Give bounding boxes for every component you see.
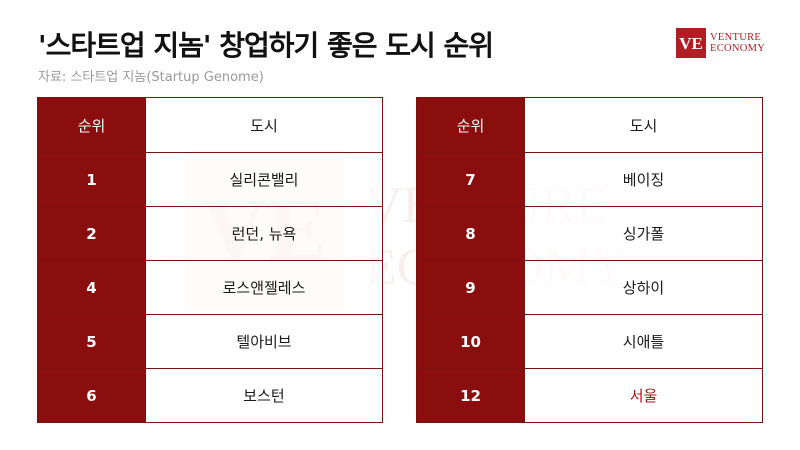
rank-cell: 5 bbox=[37, 314, 146, 369]
city-cell: 보스턴 bbox=[145, 368, 383, 423]
table-header-row: 순위 도시 bbox=[416, 97, 763, 153]
table-row: 4 로스앤젤레스 bbox=[37, 260, 383, 315]
table-row: 5 텔아비브 bbox=[37, 314, 383, 369]
city-column-header: 도시 bbox=[145, 97, 383, 153]
table-row: 7 베이징 bbox=[416, 152, 763, 207]
rank-cell: 12 bbox=[416, 368, 525, 423]
city-cell: 텔아비브 bbox=[145, 314, 383, 369]
table-row: 10 시애틀 bbox=[416, 314, 763, 369]
table-row: 12 서울 bbox=[416, 368, 763, 423]
rank-cell: 9 bbox=[416, 260, 525, 315]
rank-cell: 2 bbox=[37, 206, 146, 261]
logo-mark-text: VE bbox=[679, 34, 703, 53]
city-cell: 베이징 bbox=[524, 152, 763, 207]
source-caption: 자료: 스타트업 지놈(Startup Genome) bbox=[38, 70, 264, 85]
rank-cell: 6 bbox=[37, 368, 146, 423]
rank-column-header: 순위 bbox=[416, 97, 525, 153]
city-cell: 실리콘밸리 bbox=[145, 152, 383, 207]
rank-cell: 4 bbox=[37, 260, 146, 315]
ranking-table-left: 순위 도시 1 실리콘밸리 2 런던, 뉴욕 4 로스앤젤레스 5 텔아비브 6… bbox=[37, 97, 383, 423]
brand-logo: VE VENTURE ECONOMY bbox=[676, 28, 765, 58]
logo-line1: VENTURE bbox=[710, 32, 762, 43]
city-cell: 런던, 뉴욕 bbox=[145, 206, 383, 261]
logo-line2: ECONOMY bbox=[710, 43, 766, 54]
city-column-header: 도시 bbox=[524, 97, 763, 153]
table-row: 1 실리콘밸리 bbox=[37, 152, 383, 207]
logo-mark-icon: VE bbox=[676, 28, 706, 58]
rank-cell: 1 bbox=[37, 152, 146, 207]
city-cell: 상하이 bbox=[524, 260, 763, 315]
city-cell: 로스앤젤레스 bbox=[145, 260, 383, 315]
city-cell-highlighted: 서울 bbox=[524, 368, 763, 423]
table-row: 6 보스턴 bbox=[37, 368, 383, 423]
city-cell: 싱가폴 bbox=[524, 206, 763, 261]
rank-column-header: 순위 bbox=[37, 97, 146, 153]
table-row: 2 런던, 뉴욕 bbox=[37, 206, 383, 261]
page-title: '스타트업 지놈' 창업하기 좋은 도시 순위 bbox=[38, 29, 494, 62]
table-row: 8 싱가폴 bbox=[416, 206, 763, 261]
logo-wordmark: VENTURE ECONOMY bbox=[710, 32, 765, 54]
city-cell: 시애틀 bbox=[524, 314, 763, 369]
rank-cell: 7 bbox=[416, 152, 525, 207]
rank-cell: 8 bbox=[416, 206, 525, 261]
rank-cell: 10 bbox=[416, 314, 525, 369]
table-row: 9 상하이 bbox=[416, 260, 763, 315]
ranking-table-right: 순위 도시 7 베이징 8 싱가폴 9 상하이 10 시애틀 12 서울 bbox=[416, 97, 763, 423]
table-header-row: 순위 도시 bbox=[37, 97, 383, 153]
